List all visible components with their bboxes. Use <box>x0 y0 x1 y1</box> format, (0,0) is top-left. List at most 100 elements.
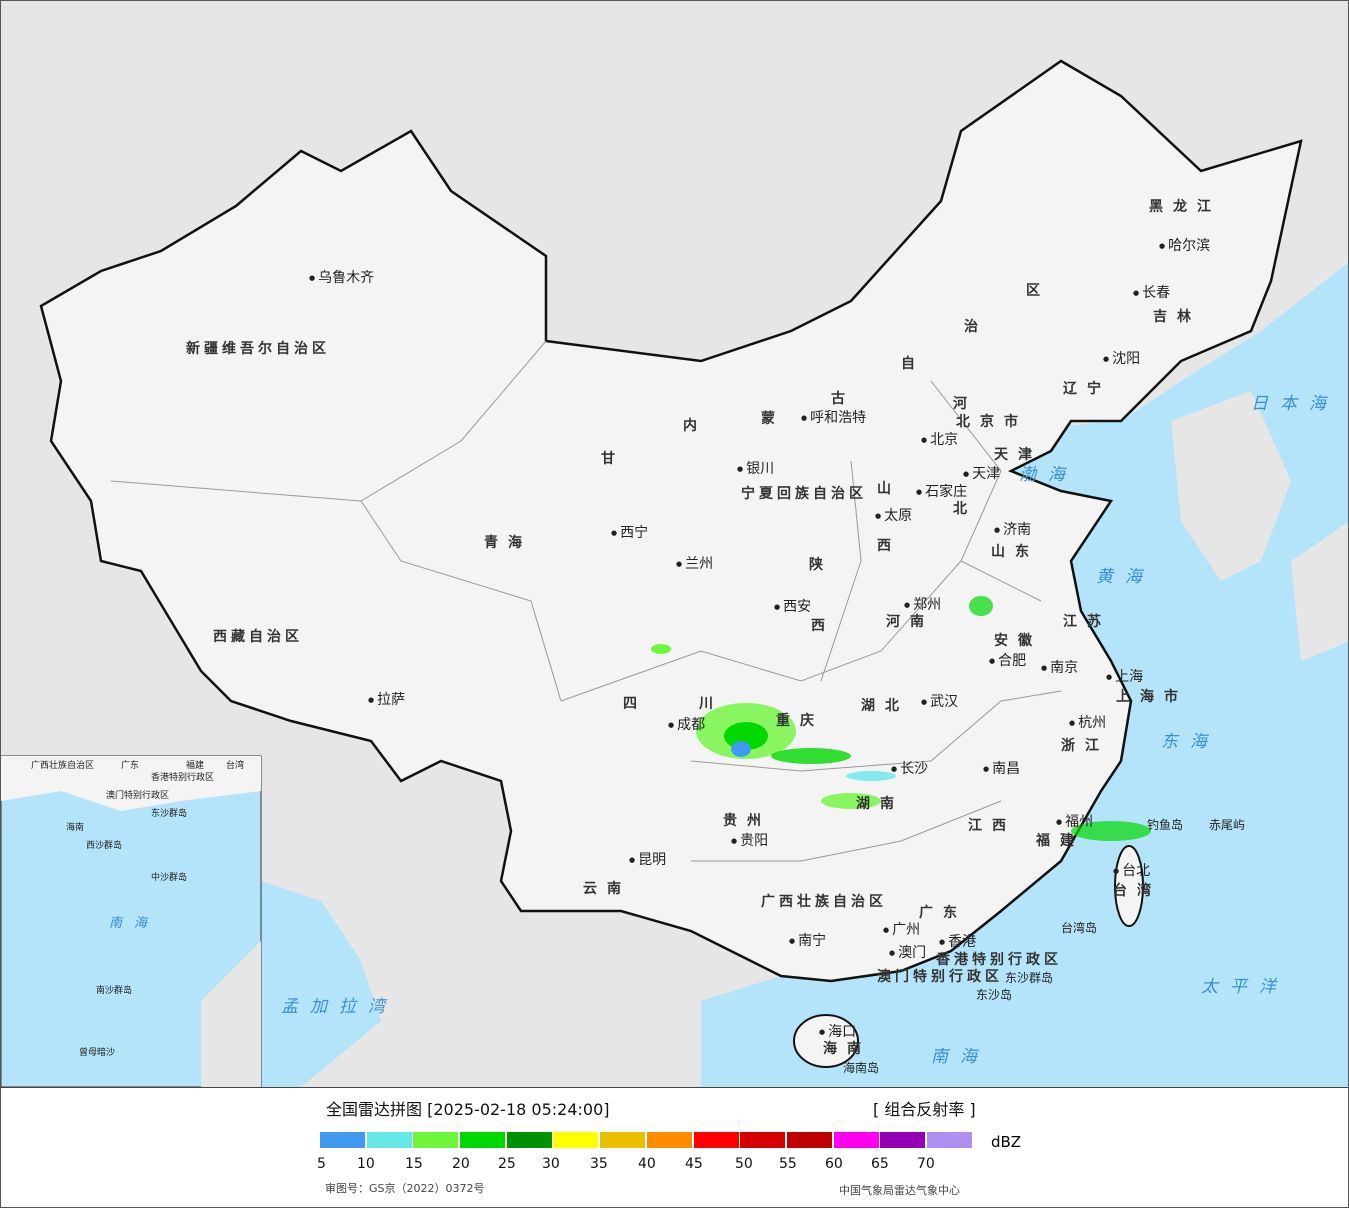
product-type: [ 组合反射率 ] <box>873 1100 976 1119</box>
color-swatch <box>880 1132 926 1148</box>
inset-south-china-sea <box>1 755 262 1087</box>
sea-bay-of-bengal <box>261 881 381 1087</box>
unit-label: dBZ <box>991 1133 1022 1151</box>
province-label: 浙江 <box>1061 738 1109 754</box>
province-label: 澳门特别行政区 <box>877 969 1003 985</box>
province-label: 江苏 <box>1063 614 1111 630</box>
province-label: 青海 <box>484 535 532 551</box>
city-label: 北京 <box>921 432 958 448</box>
city-label: 南京 <box>1041 660 1078 676</box>
province-label: 广西壮族自治区 <box>761 894 887 910</box>
legend-panel: 全国雷达拼图 [2025-02-18 05:24:00] [ 组合反射率 ] 5… <box>1 1088 1348 1207</box>
inset-label: 台湾 <box>226 761 245 771</box>
province-label: 北 <box>953 501 977 517</box>
city-label: 杭州 <box>1069 715 1106 731</box>
city-label: 武汉 <box>921 694 958 710</box>
scale-tick: 25 <box>498 1156 516 1172</box>
scale-tick: 45 <box>685 1156 703 1172</box>
map-base <box>1 59 1348 1087</box>
sea-label: 南海 <box>931 1047 989 1067</box>
color-swatch <box>413 1132 459 1148</box>
city-label: 西宁 <box>611 525 648 541</box>
sea-label: 太平洋 <box>1201 977 1288 997</box>
scale-tick: 15 <box>405 1156 423 1172</box>
color-swatch <box>506 1132 552 1148</box>
mosaic-title: 全国雷达拼图 [2025-02-18 05:24:00] <box>326 1100 610 1119</box>
inset-label: 西沙群岛 <box>86 841 123 851</box>
city-label: 拉萨 <box>368 692 405 708</box>
province-label: 天津 <box>994 447 1042 463</box>
city-label: 成都 <box>668 717 705 733</box>
island-label: 赤尾屿 <box>1209 818 1246 832</box>
inset-label: 曾母暗沙 <box>79 1048 116 1058</box>
city-label: 贵阳 <box>731 833 768 849</box>
city-label: 南宁 <box>789 933 826 949</box>
color-swatch <box>553 1132 599 1148</box>
province-label: 安徽 <box>994 633 1042 649</box>
province-label: 甘 <box>601 451 625 467</box>
city-label: 沈阳 <box>1103 351 1140 367</box>
island-label: 东沙群岛 <box>1005 971 1054 985</box>
inset-label: 广东 <box>121 761 140 771</box>
sea-label: 孟加拉湾 <box>281 997 397 1017</box>
province-label: 治 <box>964 319 988 335</box>
island-label: 钓鱼岛 <box>1147 818 1184 832</box>
korea-japan-land <box>1171 391 1348 661</box>
city-label: 昆明 <box>629 852 666 868</box>
city-label: 石家庄 <box>916 484 967 500</box>
province-label: 新疆维吾尔自治区 <box>186 341 330 357</box>
city-label: 海口 <box>819 1024 856 1040</box>
island-label: 海南岛 <box>843 1061 880 1075</box>
city-label: 澳门 <box>889 945 926 961</box>
province-label: 黑龙江 <box>1149 199 1221 215</box>
city-label: 乌鲁木齐 <box>309 270 374 286</box>
province-label: 山 <box>877 481 901 497</box>
color-swatch <box>833 1132 879 1148</box>
color-swatch <box>646 1132 692 1148</box>
inset-label: 海南 <box>66 823 85 833</box>
province-label: 川 <box>699 696 723 712</box>
scale-tick: 65 <box>871 1156 889 1172</box>
color-swatch <box>693 1132 739 1148</box>
province-label: 西藏自治区 <box>213 629 303 645</box>
province-label: 云南 <box>583 881 631 897</box>
city-label: 天津 <box>963 466 1000 482</box>
province-label: 宁夏回族自治区 <box>741 486 867 502</box>
color-swatch <box>740 1132 786 1148</box>
scale-tick: 10 <box>357 1156 375 1172</box>
province-label: 河南 <box>886 614 934 630</box>
scale-tick: 50 <box>735 1156 753 1172</box>
province-label: 古 <box>831 391 855 407</box>
city-label: 南昌 <box>983 761 1020 777</box>
inset-label: 中沙群岛 <box>151 873 188 883</box>
scale-tick: 70 <box>917 1156 935 1172</box>
city-label: 济南 <box>994 522 1031 538</box>
city-label: 香港 <box>939 934 976 950</box>
province-label: 福建 <box>1036 833 1084 849</box>
province-label: 台湾 <box>1113 883 1161 899</box>
inset-label: 南海 <box>109 916 160 931</box>
province-label: 贵州 <box>723 813 771 829</box>
sea-label: 日本海 <box>1251 394 1338 414</box>
city-label: 长春 <box>1133 285 1170 301</box>
city-label: 郑州 <box>904 597 941 613</box>
color-swatch <box>366 1132 412 1148</box>
city-label: 兰州 <box>676 556 713 572</box>
island-label: 东沙岛 <box>976 988 1013 1002</box>
city-label: 长沙 <box>891 761 928 777</box>
province-label: 区 <box>1026 283 1050 299</box>
scale-tick: 5 <box>317 1156 326 1172</box>
scale-tick: 60 <box>825 1156 843 1172</box>
inset-label: 澳门特别行政区 <box>106 791 170 801</box>
province-label: 广东 <box>919 905 967 921</box>
province-label: 内 <box>683 418 707 434</box>
inset-label: 广西壮族自治区 <box>31 761 95 771</box>
approval-number: 审图号：GS京（2022）0372号 <box>325 1182 485 1195</box>
radar-echoes <box>651 596 1151 841</box>
city-label: 哈尔滨 <box>1159 238 1210 254</box>
color-swatch <box>600 1132 646 1148</box>
province-label: 湖北 <box>861 698 909 714</box>
province-label: 辽宁 <box>1063 381 1111 397</box>
scale-tick: 40 <box>638 1156 656 1172</box>
